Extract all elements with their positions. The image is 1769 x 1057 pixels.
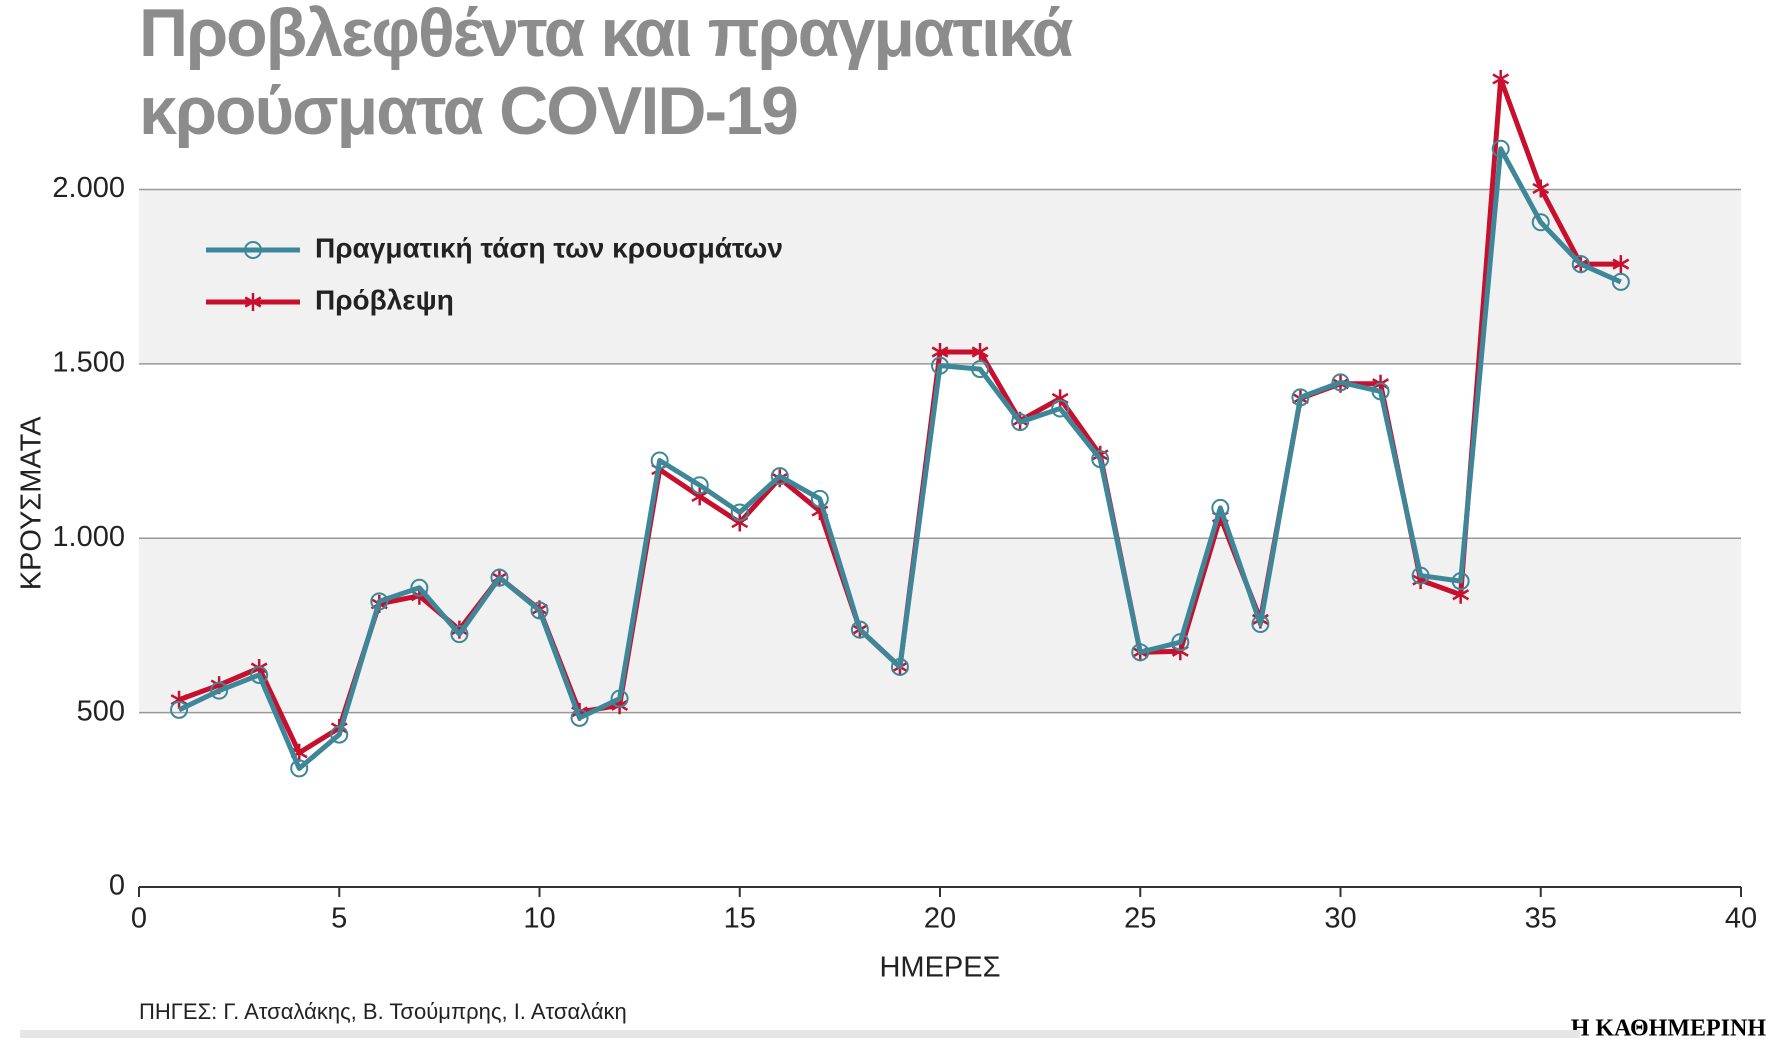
legend-label: Πραγματική τάση των κρουσμάτων <box>315 232 783 263</box>
point <box>971 360 990 379</box>
point <box>1611 272 1630 291</box>
point <box>1531 213 1550 232</box>
x-tick-label: 20 <box>924 903 956 935</box>
point <box>1131 643 1150 662</box>
point <box>1051 399 1070 418</box>
point <box>890 657 909 676</box>
point <box>210 681 229 700</box>
footer-bar <box>20 1030 1580 1038</box>
x-tick-label: 40 <box>1725 903 1757 935</box>
point <box>570 708 589 727</box>
point <box>810 489 829 508</box>
point <box>330 725 349 744</box>
x-axis-label: ΗΜΕΡΕΣ <box>879 952 1000 984</box>
point <box>370 592 389 611</box>
x-tick-label: 25 <box>1124 903 1156 935</box>
x-tick-label: 30 <box>1324 903 1356 935</box>
point <box>770 467 789 486</box>
point <box>1612 255 1630 274</box>
brand: Η ΚΑΘΗΜΕΡΙΝΗ <box>1571 1016 1767 1042</box>
point <box>250 665 269 684</box>
point <box>1411 566 1430 585</box>
band <box>139 189 1741 364</box>
chart-title: Προβλεφθέντα και πραγματικά κρούσματα CO… <box>139 0 1073 149</box>
point <box>610 689 629 708</box>
legend-marker <box>244 293 262 311</box>
point <box>530 601 549 620</box>
y-tick-label: 1.000 <box>52 521 125 553</box>
source: ΠΗΓΕΣ: Γ. Ατσαλάκης, Β. Τσούμπρης, Ι. Ατ… <box>139 999 627 1024</box>
y-axis-label: ΚΡΟΥΣΜΑΤΑ <box>16 416 48 590</box>
point <box>1451 572 1470 591</box>
x-tick-label: 35 <box>1525 903 1557 935</box>
point <box>1091 450 1110 469</box>
y-tick-label: 0 <box>109 870 125 902</box>
point <box>1251 615 1270 634</box>
point <box>1291 388 1310 407</box>
x-tick-label: 10 <box>523 903 555 935</box>
point <box>1171 633 1190 652</box>
band <box>139 538 1741 713</box>
point <box>1371 382 1390 401</box>
point <box>1571 255 1590 274</box>
series-line <box>177 146 1622 771</box>
point <box>1331 373 1350 392</box>
point <box>290 759 309 778</box>
x-tick-label: 0 <box>131 903 147 935</box>
x-tick-label: 5 <box>331 903 347 935</box>
background <box>139 189 1741 713</box>
point <box>170 700 189 719</box>
point <box>490 568 509 587</box>
y-tick-label: 2.000 <box>52 172 125 204</box>
point <box>410 578 429 597</box>
point <box>850 620 869 639</box>
point <box>1011 413 1030 432</box>
point <box>650 451 669 470</box>
point <box>1211 498 1230 517</box>
y-tick-label: 500 <box>77 695 125 727</box>
point <box>931 356 949 375</box>
point <box>971 343 989 362</box>
x-tick-label: 15 <box>724 903 756 935</box>
legend-label: Πρόβλεψη <box>315 284 454 315</box>
point <box>1492 69 1510 88</box>
legend-marker <box>244 241 262 259</box>
point <box>1491 139 1510 158</box>
point <box>1532 179 1550 198</box>
point <box>690 476 709 495</box>
y-tick-label: 1.500 <box>52 347 125 379</box>
point <box>450 625 469 644</box>
point <box>730 503 749 522</box>
point <box>691 487 709 506</box>
